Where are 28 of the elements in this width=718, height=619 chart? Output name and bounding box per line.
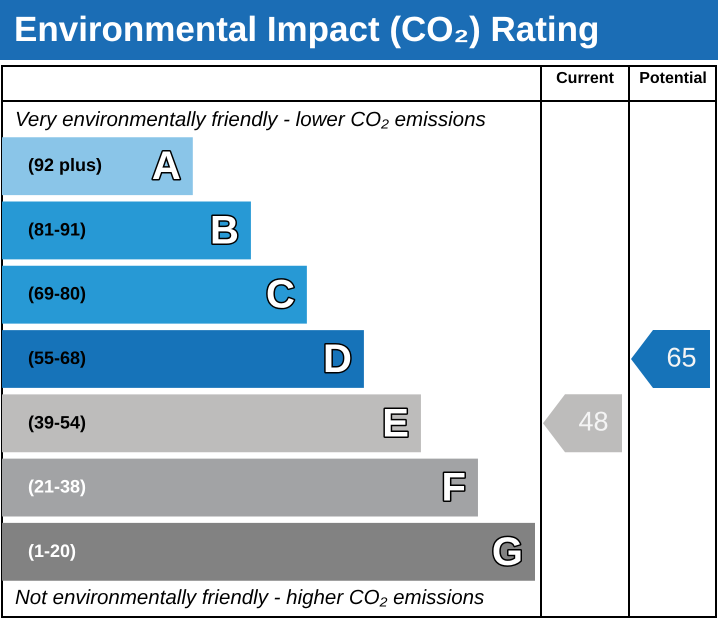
bar	[2, 330, 364, 388]
y-tick-label: B	[210, 208, 239, 252]
bar	[2, 458, 478, 516]
text: 65	[666, 342, 697, 372]
bar	[2, 137, 193, 196]
annotation: (55-68)	[28, 348, 86, 368]
text: Very environmentally friendly - lower CO₂ emissions	[15, 108, 486, 132]
y-tick-label: A	[152, 144, 181, 188]
bar	[2, 202, 251, 260]
annotation: (81-91)	[28, 219, 86, 240]
bar	[2, 266, 307, 324]
bar	[2, 522, 535, 581]
text: Not environmentally friendly - higher CO₂ emissions	[15, 586, 484, 610]
chart-title: Environmental Impact (CO₂) Rating	[0, 0, 718, 60]
text: Current	[555, 70, 615, 88]
y-tick-label: F	[442, 466, 466, 510]
annotation: (1-20)	[28, 540, 76, 561]
y-tick-label: C	[266, 272, 295, 317]
annotation: (21-38)	[28, 476, 86, 497]
annotation: (69-80)	[28, 284, 86, 304]
y-tick-label: D	[323, 337, 352, 382]
y-tick-label: E	[382, 401, 409, 446]
text: Potential	[638, 70, 708, 88]
y-tick-label: G	[492, 530, 523, 574]
text: 48	[578, 406, 609, 437]
bar	[2, 394, 421, 452]
annotation: (39-54)	[28, 412, 86, 432]
annotation: (92 plus)	[28, 155, 102, 176]
